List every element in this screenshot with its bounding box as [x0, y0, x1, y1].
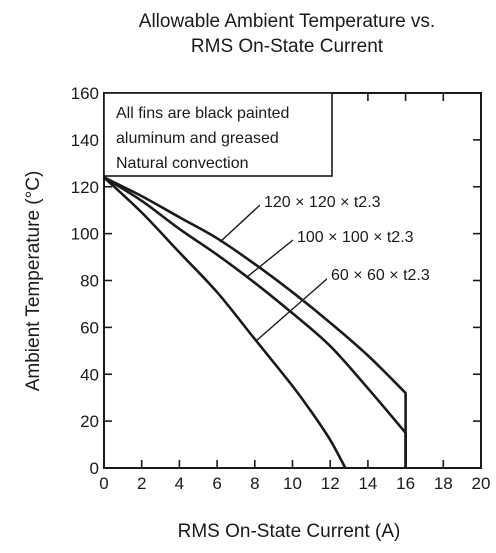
- x-tick-label: 2: [137, 474, 146, 493]
- series-3-label: 60 × 60 × t2.3: [331, 267, 430, 284]
- series-3-label-bg: [327, 263, 461, 286]
- y-axis-label: Ambient Temperature (°C): [23, 171, 44, 392]
- y-tick-label: 40: [80, 365, 99, 384]
- note-box: [103, 92, 333, 177]
- note-line-3: Natural convection: [116, 155, 249, 172]
- y-tick-label: 0: [90, 459, 99, 478]
- y-tick-label: 160: [71, 84, 99, 103]
- series-2-label-bg: [293, 225, 455, 248]
- x-tick-label: 6: [212, 474, 221, 493]
- x-tick-label: 14: [358, 474, 377, 493]
- x-axis-label: RMS On-State Current (A): [178, 521, 401, 542]
- series-line-3: [103, 176, 347, 469]
- series-1-label: 120 × 120 × t2.3: [264, 194, 381, 211]
- y-tick-label: 20: [80, 412, 99, 431]
- x-tick-label: 18: [434, 474, 453, 493]
- note-line-2: aluminum and greased: [116, 130, 279, 147]
- y-axis-ticks: 0 20 40 60 80 100 120 140 160: [71, 84, 481, 478]
- series-2-leader: [246, 239, 294, 278]
- series-lines: [103, 176, 407, 469]
- series-2-label: 100 × 100 × t2.3: [297, 229, 414, 246]
- series-1-label-bg: [260, 190, 422, 213]
- note-line-1: All fins are black painted: [116, 105, 289, 122]
- series-line-1: [103, 176, 407, 468]
- x-tick-label: 10: [283, 474, 302, 493]
- x-tick-label: 12: [321, 474, 340, 493]
- series-1-leader: [219, 204, 261, 243]
- y-tick-label: 100: [71, 225, 99, 244]
- y-tick-label: 60: [80, 318, 99, 337]
- x-tick-label: 0: [99, 474, 108, 493]
- chart-title-line-2: RMS On-State Current: [191, 36, 384, 57]
- x-tick-label: 16: [396, 474, 415, 493]
- x-tick-label: 8: [250, 474, 259, 493]
- y-tick-label: 140: [71, 131, 99, 150]
- series-3-leader: [255, 277, 329, 342]
- x-tick-label: 20: [472, 474, 491, 493]
- x-tick-label: 4: [175, 474, 184, 493]
- y-tick-label: 120: [71, 178, 99, 197]
- series-line-2: [103, 176, 407, 468]
- chart-title-line-1: Allowable Ambient Temperature vs.: [139, 11, 435, 32]
- y-tick-label: 80: [80, 272, 99, 291]
